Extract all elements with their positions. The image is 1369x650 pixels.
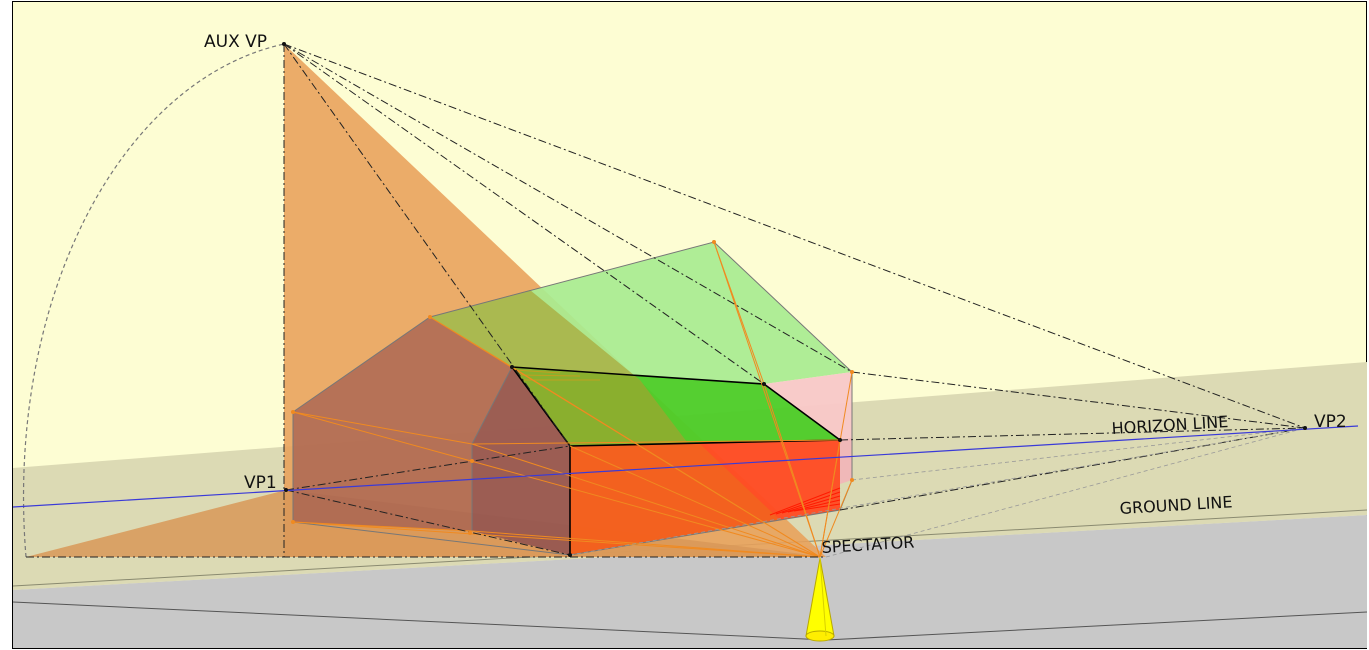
house-secondary-outline	[292, 241, 853, 556]
label-vp1: VP1	[244, 473, 277, 493]
ground-plane-front-edge-right	[825, 611, 1368, 641]
vertex-markers	[291, 240, 854, 535]
house-gable-end	[472, 367, 570, 555]
ground-plane-lower	[13, 602, 1367, 648]
ground-plane-front-edge	[12, 601, 827, 641]
label-aux-vp: AUX VP	[204, 32, 267, 52]
roof-ridge-hatching	[514, 369, 600, 381]
house-right-wall-lower	[840, 438, 852, 484]
projector-lines	[292, 241, 853, 558]
construction-lines	[26, 43, 1306, 558]
ground-plane	[13, 515, 1367, 640]
cone-icon	[805, 557, 835, 642]
aux-vp-arc	[22, 43, 285, 558]
vp2-sight-lines	[569, 427, 1306, 558]
house-left-wall	[293, 317, 512, 531]
label-vp2: VP2	[1314, 412, 1347, 432]
vertex-markers-dark	[282, 42, 1307, 557]
horizon-line	[12, 425, 1359, 508]
roof-overlap-olive	[430, 290, 690, 446]
